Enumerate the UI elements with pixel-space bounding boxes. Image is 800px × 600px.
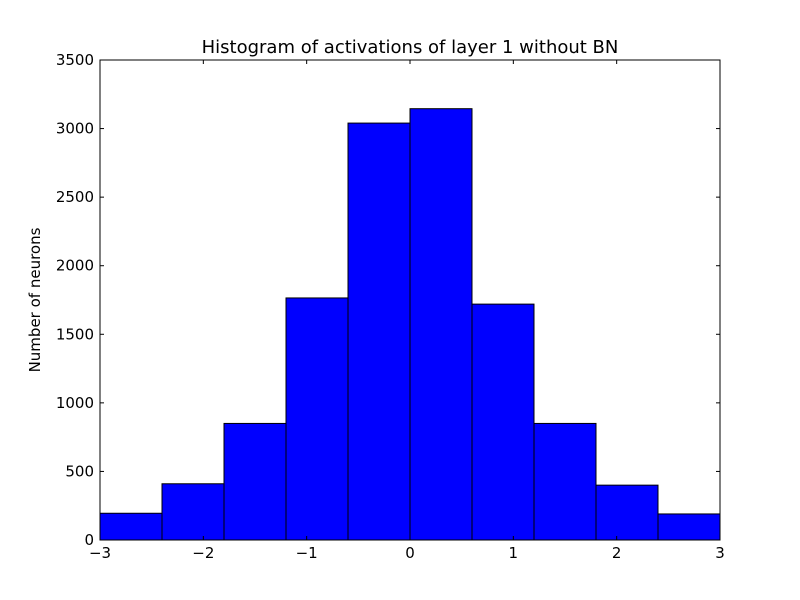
plot-frame xyxy=(99,59,721,541)
histogram-bar xyxy=(161,483,225,541)
x-tick-label: −3 xyxy=(89,544,111,562)
y-tick-label: 2000 xyxy=(56,257,94,275)
y-tick-label: 0 xyxy=(84,531,94,549)
chart-title: Histogram of activations of layer 1 with… xyxy=(202,37,619,58)
x-tick-label: −1 xyxy=(296,544,318,562)
ticks-group: −3 −2 −1 0 1 2 3 0 500 1000 1500 2000 2500 3000 3500 xyxy=(56,51,725,562)
x-tick-label: −2 xyxy=(192,544,214,562)
histogram-bar xyxy=(595,484,659,541)
x-tick-label: 2 xyxy=(612,544,622,562)
y-tick-label: 3000 xyxy=(56,120,94,138)
histogram-bar xyxy=(533,422,597,541)
y-axis-label: Number of neurons xyxy=(26,227,44,372)
histogram-bar xyxy=(657,513,721,541)
histogram-bar xyxy=(347,122,411,541)
y-tick-label: 500 xyxy=(65,462,94,480)
y-tick-label: 3500 xyxy=(56,51,94,69)
x-tick-label: 3 xyxy=(715,544,725,562)
y-tick-label: 2500 xyxy=(56,188,94,206)
histogram-bar xyxy=(99,512,163,541)
histogram-bar xyxy=(409,108,473,541)
histogram-bar xyxy=(471,303,535,541)
y-tick-label: 1000 xyxy=(56,394,94,412)
x-tick-label: 1 xyxy=(509,544,519,562)
y-tick-label: 1500 xyxy=(56,325,94,343)
histogram-bar xyxy=(223,422,287,541)
histogram-bar xyxy=(285,297,349,541)
x-tick-label: 0 xyxy=(405,544,415,562)
bars-group xyxy=(99,108,721,541)
